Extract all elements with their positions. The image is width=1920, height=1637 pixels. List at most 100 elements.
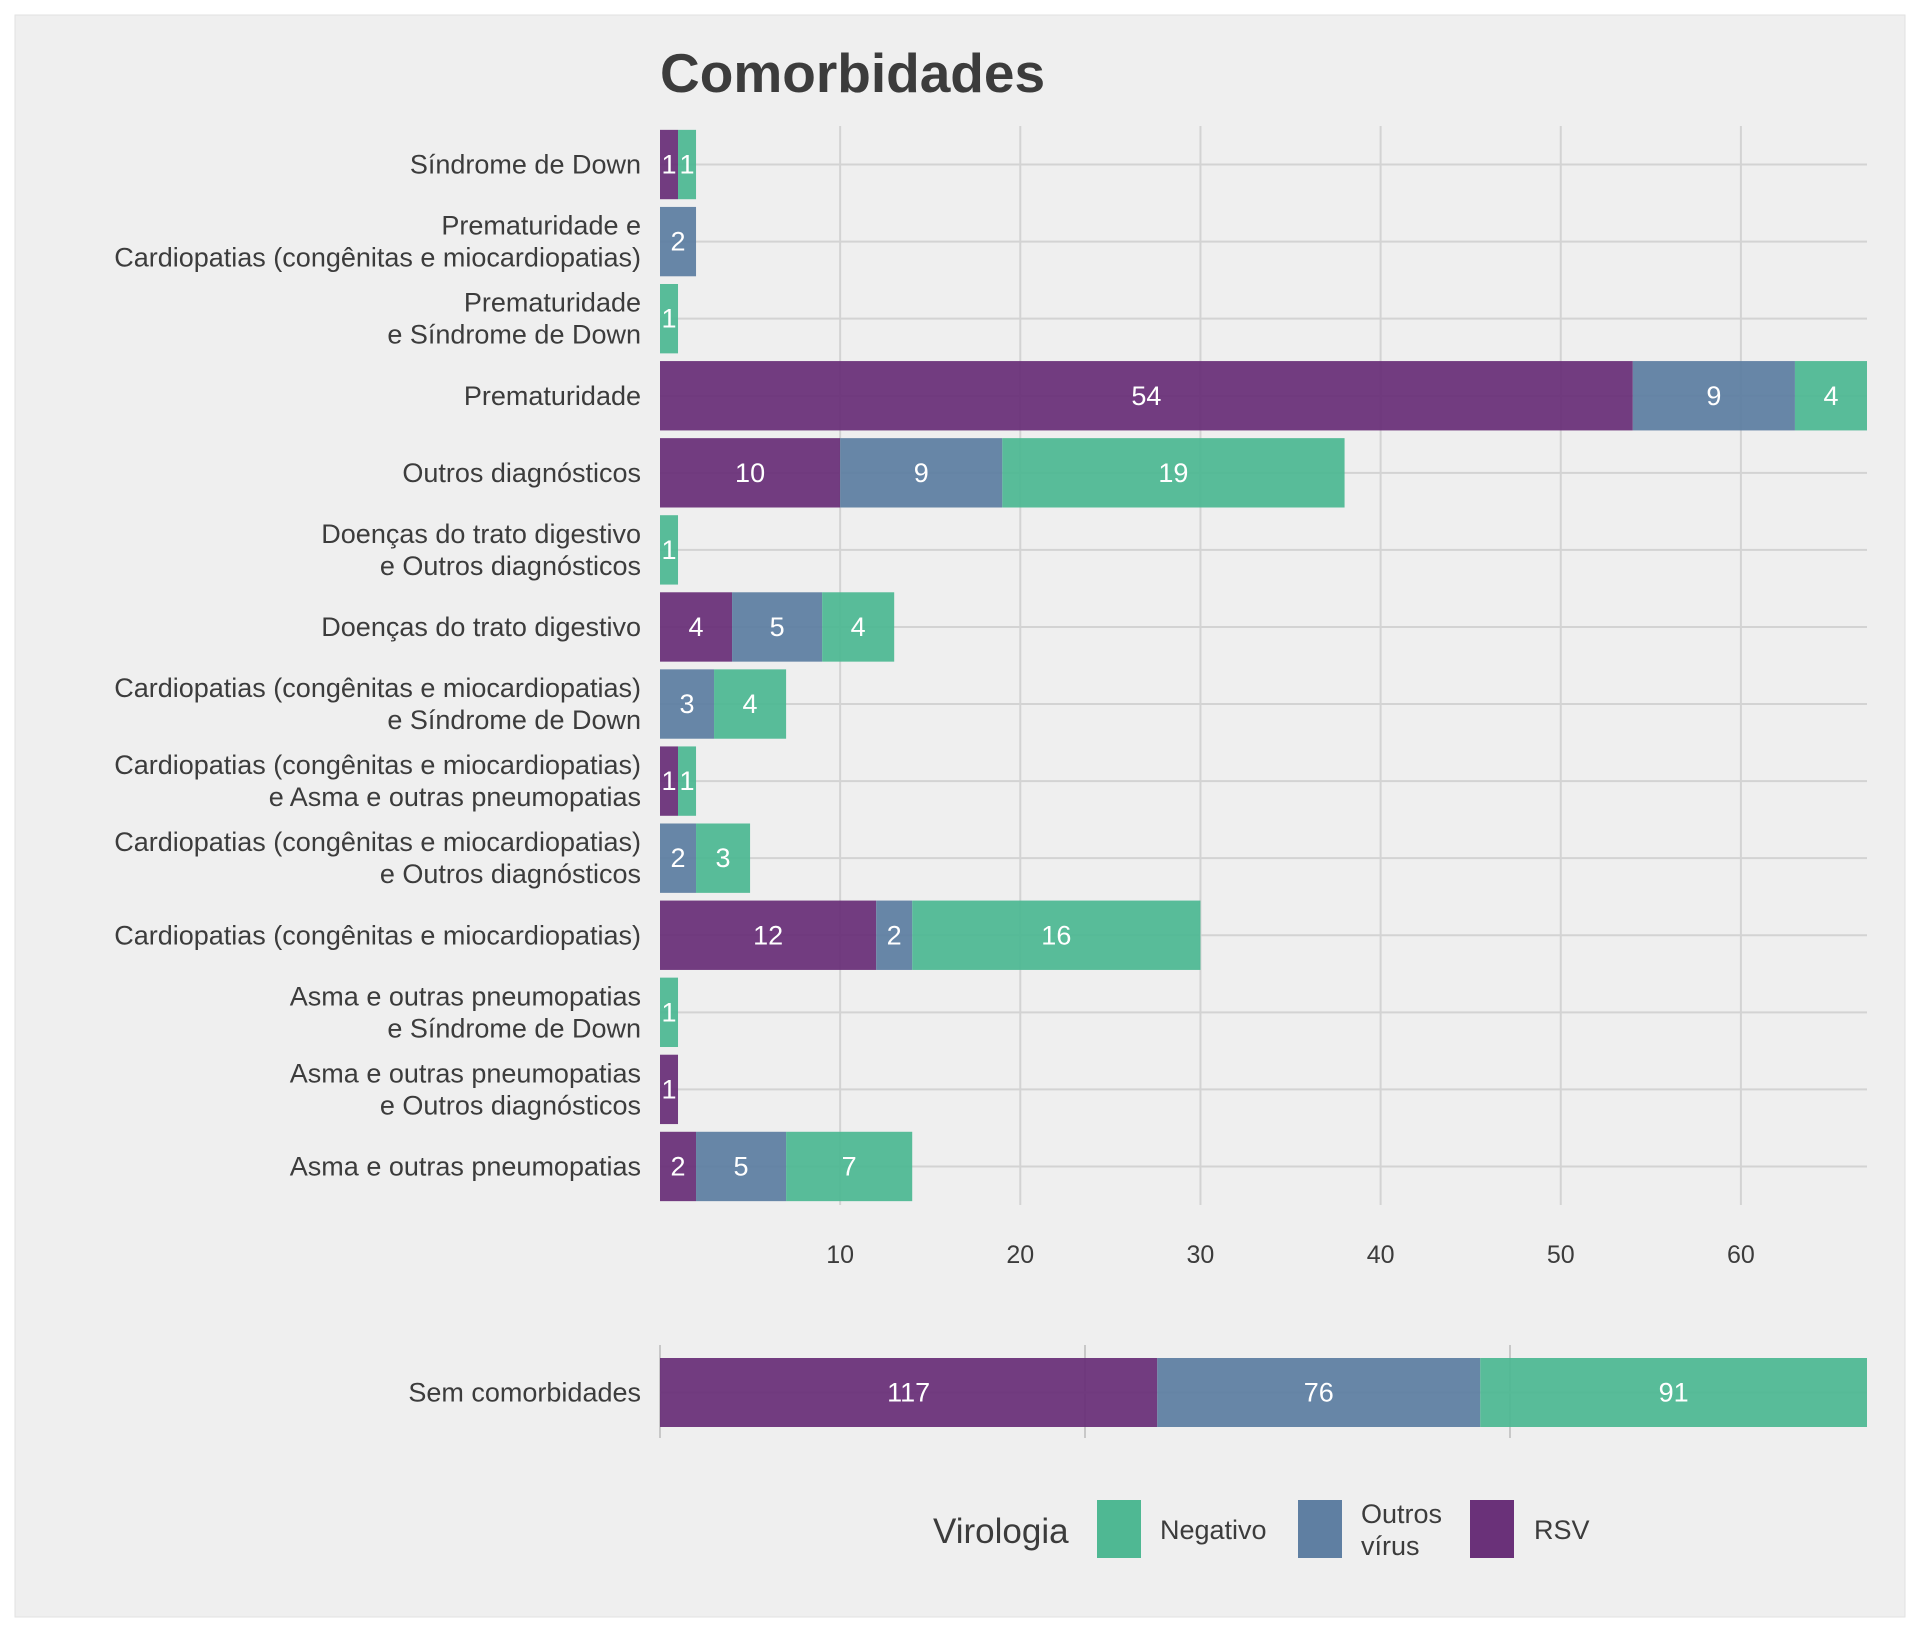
bar-rsv-13 <box>660 1131 697 1202</box>
bar-rsv-3 <box>660 361 1633 431</box>
bar-label-negativo-2: 1 <box>661 304 676 334</box>
bar-label-rsv-0: 1 <box>661 150 676 180</box>
x-tick-label-40: 40 <box>1367 1241 1395 1269</box>
bar-label-rsv-6: 4 <box>689 612 704 642</box>
category-label-sem-comorbidades: Sem comorbidades <box>408 1378 641 1408</box>
bar-negativo-13 <box>786 1131 913 1202</box>
bar-rsv-6 <box>660 592 733 662</box>
sem-bar-outros-virus <box>1157 1358 1481 1427</box>
legend-swatch-negativo <box>1097 1500 1141 1558</box>
main-x-tick-labels: 10 20 30 40 50 60 <box>826 1241 1755 1269</box>
category-label-cardiopatias-congenitas-e-miocardiopatias-e-outros-diagnosticos: Cardiopatias (congênitas e miocardiopati… <box>114 827 641 889</box>
x-tick-label-50: 50 <box>1547 1241 1575 1269</box>
category-label-prematuridade: Prematuridade <box>464 381 641 411</box>
legend-swatch-rsv <box>1470 1500 1514 1558</box>
bar-outros-virus-13 <box>696 1131 787 1202</box>
category-label-sindrome-de-down: Síndrome de Down <box>410 150 641 180</box>
bar-label-negativo-4: 19 <box>1158 458 1188 488</box>
bar-label-negativo-0: 1 <box>680 150 695 180</box>
bar-label-outros-virus-7: 3 <box>680 689 695 719</box>
category-label-prematuridade-e-cardiopatias-congenitas-e-miocardiopatias: Prematuridade e Cardiopatias (congênitas … <box>114 211 641 273</box>
sem-bar-label-rsv: 117 <box>887 1378 930 1408</box>
bar-label-outros-virus-4: 9 <box>914 458 929 488</box>
bar-label-outros-virus-10: 2 <box>887 920 902 950</box>
bar-outros-virus-4 <box>840 438 1003 508</box>
category-label-cardiopatias-congenitas-e-miocardiopatias: Cardiopatias (congênitas e miocardiopati… <box>114 920 641 950</box>
bar-label-rsv-3: 54 <box>1131 381 1161 411</box>
bar-label-outros-virus-3: 9 <box>1706 381 1721 411</box>
category-label-doencas-do-trato-digestivo: Doenças do trato digestivo <box>321 612 641 642</box>
main-category-labels: Síndrome de Down Prematuridade e Cardiopat… <box>114 150 641 1182</box>
x-tick-label-30: 30 <box>1187 1241 1215 1269</box>
sem-bar-label-negativo: 91 <box>1659 1378 1689 1408</box>
bar-rsv-10 <box>660 900 877 970</box>
no-comorbidity-category-labels: Sem comorbidades <box>408 1378 641 1408</box>
category-label-doencas-do-trato-digestivo-e-outros-diagnosticos: Doenças do trato digestivo e Outros diagn… <box>321 519 641 581</box>
bar-label-negativo-9: 3 <box>716 843 731 873</box>
legend-swatch-outros-virus <box>1298 1500 1342 1558</box>
category-label-asma-e-outras-pneumopatias-e-sindrome-de-down: Asma e outras pneumopatias e Síndrome de … <box>290 981 641 1043</box>
bar-outros-virus-1 <box>660 206 697 277</box>
bar-negativo-0 <box>678 129 697 200</box>
bar-outros-virus-6 <box>732 592 823 662</box>
bar-label-rsv-12: 1 <box>661 1074 676 1104</box>
bar-label-outros-virus-9: 2 <box>670 843 685 873</box>
bar-negativo-8 <box>678 746 697 816</box>
bar-label-negativo-3: 4 <box>1823 381 1838 411</box>
legend: Virologia Negativo Outros vírus RSV <box>933 1499 1590 1561</box>
bar-label-rsv-10: 12 <box>753 920 783 950</box>
no-comorbidity-bars: 117 76 91 <box>660 1358 1867 1427</box>
legend-label-negativo: Negativo <box>1160 1515 1267 1545</box>
bar-label-rsv-4: 10 <box>735 458 765 488</box>
bar-negativo-6 <box>822 592 895 662</box>
bar-negativo-2 <box>660 283 679 354</box>
bar-outros-virus-9 <box>660 823 697 893</box>
bar-negativo-10 <box>912 900 1201 970</box>
bar-negativo-4 <box>1002 438 1345 508</box>
bar-label-negativo-11: 1 <box>661 997 676 1027</box>
bar-label-negativo-8: 1 <box>680 766 695 796</box>
legend-label-rsv: RSV <box>1534 1515 1590 1545</box>
category-label-prematuridade-e-sindrome-de-down: Prematuridade e Síndrome de Down <box>387 288 641 350</box>
legend-title: Virologia <box>933 1512 1069 1551</box>
sem-bar-rsv <box>660 1358 1158 1427</box>
bar-negativo-7 <box>714 669 787 739</box>
bar-rsv-8 <box>660 746 679 816</box>
x-tick-label-10: 10 <box>826 1241 854 1269</box>
bar-outros-virus-10 <box>876 900 913 970</box>
bar-label-outros-virus-1: 2 <box>670 227 685 257</box>
sem-bar-negativo <box>1480 1358 1867 1427</box>
bar-rsv-4 <box>660 438 841 508</box>
category-label-outros-diagnosticos: Outros diagnósticos <box>402 458 641 488</box>
bar-label-outros-virus-13: 5 <box>734 1151 749 1181</box>
bar-outros-virus-7 <box>660 669 715 739</box>
bar-label-rsv-8: 1 <box>661 766 676 796</box>
legend-label-outros-virus: Outros vírus <box>1361 1499 1442 1561</box>
panel-background <box>14 14 1906 1618</box>
x-tick-label-20: 20 <box>1006 1241 1034 1269</box>
bar-negativo-9 <box>696 823 751 893</box>
chart-title: Comorbidades <box>660 42 1045 104</box>
bar-negativo-3 <box>1794 361 1867 431</box>
category-label-asma-e-outras-pneumopatias-e-outros-diagnosticos: Asma e outras pneumopatias e Outros diagn… <box>290 1058 641 1120</box>
bar-label-negativo-5: 1 <box>661 535 676 565</box>
bar-label-negativo-10: 16 <box>1041 920 1071 950</box>
bar-rsv-0 <box>660 129 679 200</box>
bar-label-negativo-13: 7 <box>842 1151 857 1181</box>
x-tick-label-60: 60 <box>1727 1241 1755 1269</box>
bar-label-outros-virus-6: 5 <box>770 612 785 642</box>
bar-negativo-5 <box>660 515 679 585</box>
bar-outros-virus-3 <box>1632 361 1795 431</box>
category-label-cardiopatias-congenitas-e-miocardiopatias-e-sindrome-de-down: Cardiopatias (congênitas e miocardiopati… <box>114 673 641 735</box>
bar-label-rsv-13: 2 <box>670 1151 685 1181</box>
category-label-cardiopatias-congenitas-e-miocardiopatias-e-asma-e-outras-pneumopatias: Cardiopatias (congênitas e miocardiopati… <box>114 750 641 812</box>
bar-label-negativo-7: 4 <box>743 689 758 719</box>
sem-bar-label-outros-virus: 76 <box>1304 1378 1334 1408</box>
bar-rsv-12 <box>660 1054 679 1125</box>
category-label-asma-e-outras-pneumopatias: Asma e outras pneumopatias <box>290 1151 641 1181</box>
bar-negativo-11 <box>660 977 679 1048</box>
bar-label-negativo-6: 4 <box>851 612 866 642</box>
